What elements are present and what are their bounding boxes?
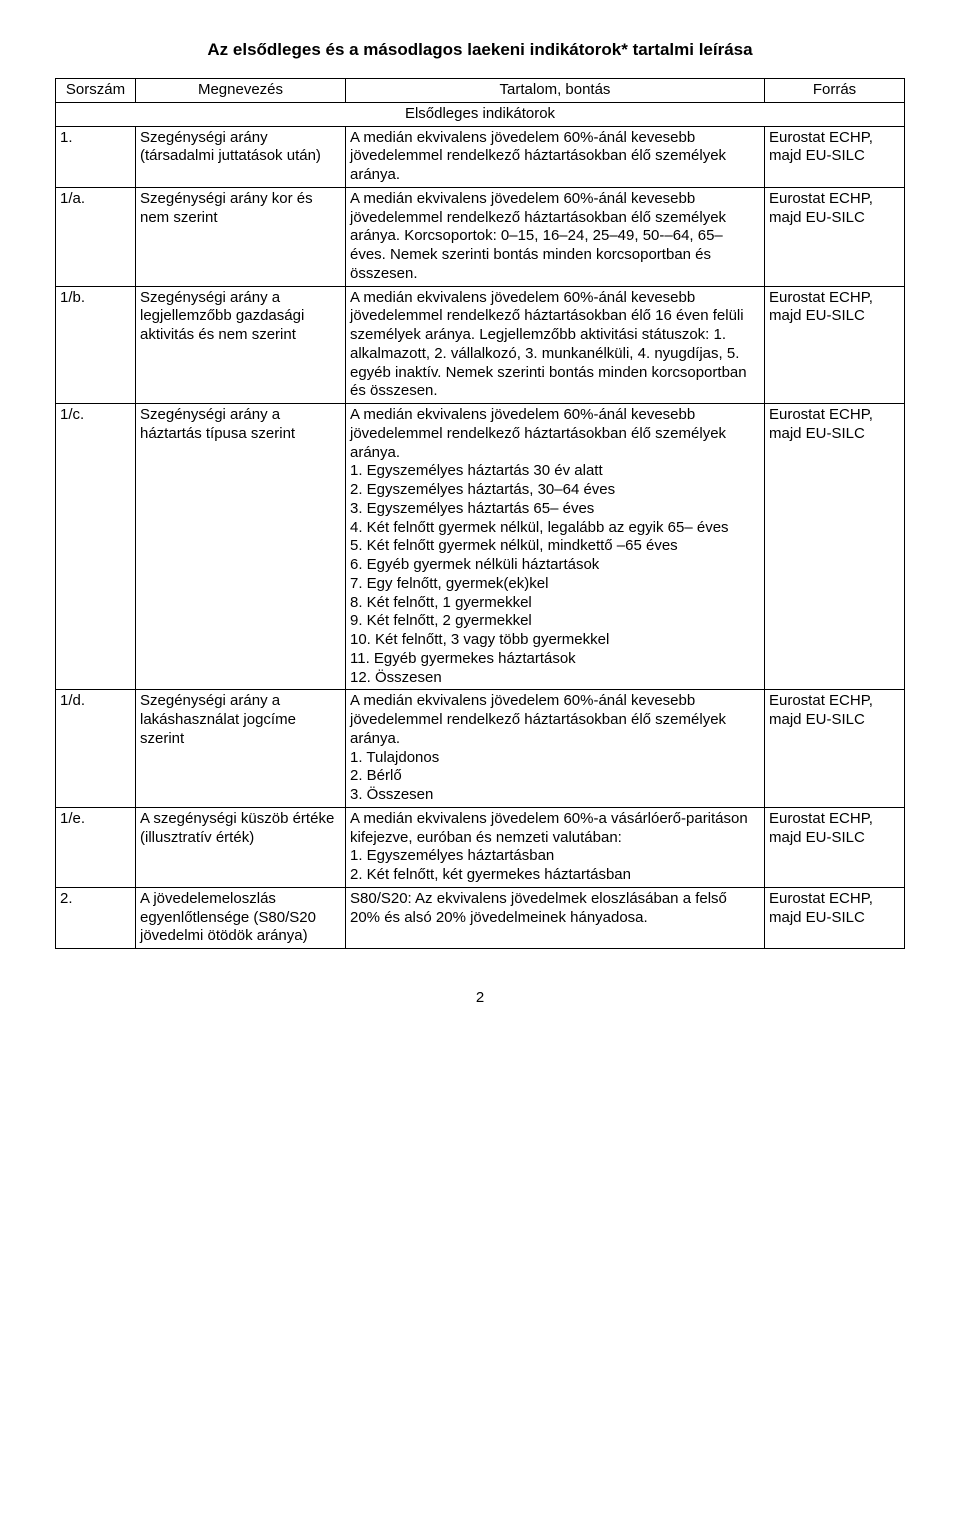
cell-megnevezes: Szegénységi arány (társadalmi juttatások…	[136, 126, 346, 187]
table-row: 1/c. Szegénységi arány a háztartás típus…	[56, 404, 905, 690]
cell-sorszam: 1/d.	[56, 690, 136, 808]
cell-sorszam: 1/b.	[56, 286, 136, 404]
cell-forras: Eurostat ECHP, majd EU-SILC	[765, 807, 905, 887]
cell-tartalom: A medián ekvivalens jövedelem 60%-ánál k…	[346, 404, 765, 690]
cell-forras: Eurostat ECHP, majd EU-SILC	[765, 690, 905, 808]
header-megnevezes: Megnevezés	[136, 79, 346, 103]
cell-forras: Eurostat ECHP, majd EU-SILC	[765, 286, 905, 404]
cell-tartalom: A medián ekvivalens jövedelem 60%-ánál k…	[346, 286, 765, 404]
page-number: 2	[55, 989, 905, 1006]
cell-megnevezes: Szegénységi arány a háztartás típusa sze…	[136, 404, 346, 690]
header-sorszam: Sorszám	[56, 79, 136, 103]
cell-tartalom: S80/S20: Az ekvivalens jövedelmek eloszl…	[346, 887, 765, 948]
table-row: 1. Szegénységi arány (társadalmi juttatá…	[56, 126, 905, 187]
cell-megnevezes: A jövedelemeloszlás egyenlőtlensége (S80…	[136, 887, 346, 948]
cell-sorszam: 1/a.	[56, 187, 136, 286]
table-header-row: Sorszám Megnevezés Tartalom, bontás Forr…	[56, 79, 905, 103]
cell-sorszam: 1.	[56, 126, 136, 187]
cell-forras: Eurostat ECHP, majd EU-SILC	[765, 887, 905, 948]
cell-megnevezes: A szegénységi küszöb értéke (illusztratí…	[136, 807, 346, 887]
cell-sorszam: 1/e.	[56, 807, 136, 887]
table-row: 1/d. Szegénységi arány a lakáshasználat …	[56, 690, 905, 808]
table-row: 1/a. Szegénységi arány kor és nem szerin…	[56, 187, 905, 286]
cell-megnevezes: Szegénységi arány a lakáshasználat jogcí…	[136, 690, 346, 808]
cell-forras: Eurostat ECHP, majd EU-SILC	[765, 404, 905, 690]
table-row: 1/e. A szegénységi küszöb értéke (illusz…	[56, 807, 905, 887]
cell-tartalom: A medián ekvivalens jövedelem 60%-ánál k…	[346, 690, 765, 808]
page-title: Az elsődleges és a másodlagos laekeni in…	[55, 40, 905, 60]
section-label: Elsődleges indikátorok	[56, 102, 905, 126]
table-row: 2. A jövedelemeloszlás egyenlőtlensége (…	[56, 887, 905, 948]
cell-tartalom: A medián ekvivalens jövedelem 60%-ánál k…	[346, 126, 765, 187]
cell-tartalom: A medián ekvivalens jövedelem 60%-ánál k…	[346, 187, 765, 286]
cell-sorszam: 1/c.	[56, 404, 136, 690]
cell-tartalom: A medián ekvivalens jövedelem 60%-a vásá…	[346, 807, 765, 887]
cell-megnevezes: Szegénységi arány kor és nem szerint	[136, 187, 346, 286]
header-forras: Forrás	[765, 79, 905, 103]
cell-sorszam: 2.	[56, 887, 136, 948]
cell-forras: Eurostat ECHP, majd EU-SILC	[765, 187, 905, 286]
header-tartalom: Tartalom, bontás	[346, 79, 765, 103]
table-row: 1/b. Szegénységi arány a legjellemzőbb g…	[56, 286, 905, 404]
cell-forras: Eurostat ECHP, majd EU-SILC	[765, 126, 905, 187]
indicators-table: Sorszám Megnevezés Tartalom, bontás Forr…	[55, 78, 905, 949]
cell-megnevezes: Szegénységi arány a legjellemzőbb gazdas…	[136, 286, 346, 404]
section-row: Elsődleges indikátorok	[56, 102, 905, 126]
